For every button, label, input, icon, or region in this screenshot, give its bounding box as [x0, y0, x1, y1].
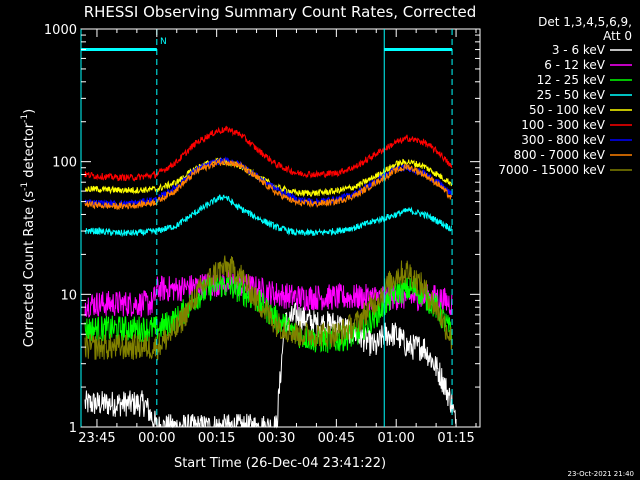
series-line: [84, 157, 453, 198]
legend-label: 12 - 25 keV: [537, 73, 606, 87]
x-tick-label: 00:45: [318, 431, 355, 446]
y-axis-label-end: ): [22, 109, 37, 114]
y-axis-label-exp2: -1: [20, 114, 30, 123]
x-tick-label: 00:00: [138, 431, 175, 446]
legend-label: 3 - 6 keV: [552, 43, 606, 57]
legend-label: 800 - 7000 keV: [514, 148, 606, 162]
plot-area: [84, 125, 457, 429]
legend-label: 50 - 100 keV: [529, 103, 606, 117]
series-line: [84, 194, 453, 238]
series-line: [84, 255, 453, 362]
y-tick-label: 1000: [44, 23, 77, 38]
legend-header-line1: Det 1,3,4,5,6,9,: [538, 15, 632, 29]
x-tick-label: 00:30: [258, 431, 295, 446]
legend-label: 300 - 800 keV: [521, 133, 605, 147]
series-line: [84, 302, 457, 429]
series-line: [84, 156, 453, 208]
y-axis-label-mid: detector: [22, 122, 37, 182]
legend-header-line2: Att 0: [603, 29, 632, 43]
legend-label: 25 - 50 keV: [537, 88, 606, 102]
chart-title: RHESSI Observing Summary Count Rates, Co…: [84, 3, 477, 21]
y-axis-label-exp1: -1: [20, 182, 30, 191]
y-axis-label: Corrected Count Rate (s-1 detector-1): [20, 109, 37, 347]
legend-label: 100 - 300 keV: [521, 118, 605, 132]
x-tick-label: 01:00: [377, 431, 414, 446]
x-tick-label: 23:45: [78, 431, 115, 446]
series-line: [84, 125, 453, 182]
y-tick-label: 100: [52, 156, 77, 171]
x-axis-label: Start Time (26-Dec-04 23:41:22): [174, 456, 386, 471]
x-tick-label: 00:15: [198, 431, 235, 446]
legend-label: 7000 - 15000 keV: [498, 163, 605, 177]
y-tick-label: 1: [69, 421, 77, 436]
y-tick-label: 10: [60, 288, 77, 303]
legend-label: 6 - 12 keV: [544, 58, 606, 72]
night-marker-label: N: [160, 37, 167, 47]
axes: 23:45 00:00 00:15 00:30 00:45 01:00 01:15 1 10 10…: [44, 23, 480, 446]
x-tick-label: 01:15: [437, 431, 474, 446]
footer-timestamp: 23-Oct-2021 21:40: [568, 470, 634, 478]
series-line: [84, 157, 453, 211]
y-axis-label-main: Corrected Count Rate (s: [22, 191, 37, 348]
time-markers: [80, 29, 453, 427]
